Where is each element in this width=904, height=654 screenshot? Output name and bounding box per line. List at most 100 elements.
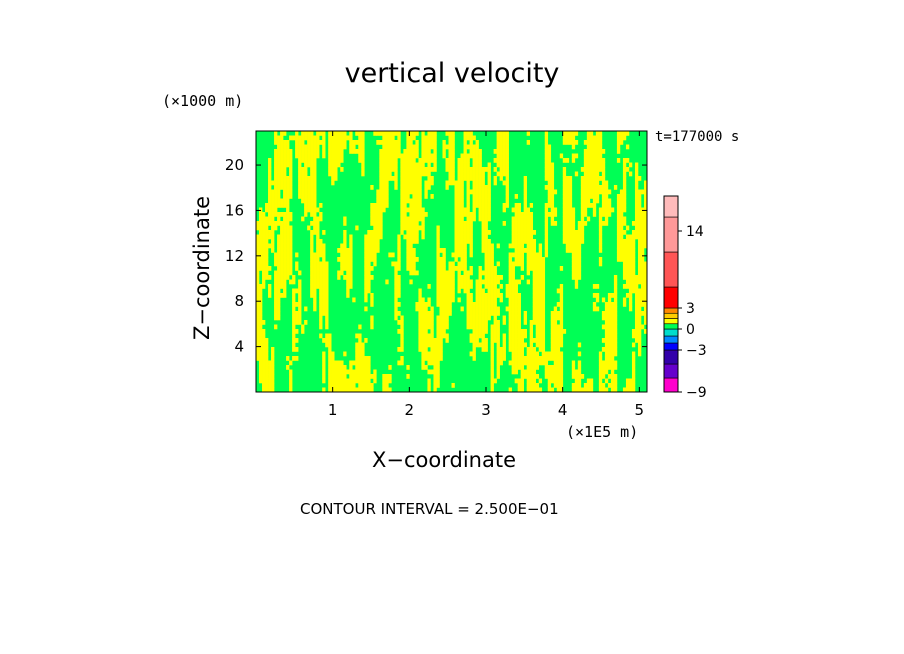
field-cell [592, 185, 597, 190]
field-cell [340, 131, 344, 136]
field-cell [277, 185, 281, 190]
field-cell [622, 297, 627, 303]
field-cell [493, 302, 497, 307]
field-cell [289, 180, 293, 186]
field-cell [544, 203, 549, 208]
field-cell [346, 261, 350, 267]
field-cell [478, 302, 482, 307]
field-cell [517, 257, 521, 262]
field-cell [280, 203, 284, 208]
field-cell [544, 176, 549, 181]
field-cell [319, 239, 323, 244]
field-cell [343, 135, 347, 141]
field-cell [520, 387, 524, 393]
field-cell [511, 261, 515, 267]
field-cell [598, 383, 603, 388]
field-cell [463, 171, 467, 177]
field-cell [466, 270, 470, 276]
field-cell [481, 288, 485, 294]
field-cell [412, 225, 416, 231]
field-cell [496, 162, 500, 168]
field-cell [640, 311, 645, 316]
field-cell [364, 248, 368, 253]
field-cell [601, 324, 606, 330]
field-cell [298, 194, 302, 199]
field-cell [595, 180, 600, 186]
field-cell [574, 257, 579, 262]
field-cell [469, 302, 473, 307]
field-cell [289, 243, 293, 249]
field-cell [484, 248, 488, 253]
field-cell [478, 171, 482, 177]
field-cell [532, 279, 537, 285]
field-cell [256, 257, 260, 262]
field-cell [469, 320, 473, 325]
field-cell [370, 320, 374, 325]
field-cell [466, 315, 470, 321]
field-cell [496, 320, 500, 325]
field-cell [643, 279, 648, 285]
field-cell [259, 356, 263, 361]
field-cell [568, 203, 573, 208]
field-cell [601, 171, 606, 177]
field-cell [394, 266, 398, 271]
field-cell [349, 257, 353, 262]
field-cell [484, 311, 488, 316]
field-cell [610, 338, 615, 343]
field-cell [583, 207, 588, 213]
field-cell [322, 257, 326, 262]
field-cell [409, 171, 413, 177]
field-cell [292, 302, 296, 307]
field-cell [517, 320, 521, 325]
field-cell [442, 293, 446, 298]
field-cell [601, 387, 606, 393]
field-cell [535, 360, 540, 366]
field-cell [418, 212, 422, 217]
field-cell [634, 333, 639, 339]
field-cell [295, 153, 299, 159]
field-cell [481, 180, 485, 186]
field-cell [622, 230, 627, 235]
field-cell [634, 171, 639, 177]
colorbar-band [663, 286, 679, 309]
field-cell [538, 275, 543, 280]
field-cell [520, 329, 524, 334]
field-cell [322, 311, 326, 316]
field-cell [556, 383, 561, 388]
field-cell [625, 239, 630, 244]
field-cell [448, 149, 452, 154]
field-cell [496, 356, 500, 361]
field-cell [469, 131, 473, 136]
field-cell [280, 180, 284, 186]
field-cell [406, 140, 410, 145]
field-cell [622, 387, 627, 393]
field-cell [601, 185, 606, 190]
field-cell [532, 230, 537, 235]
field-cell [472, 162, 476, 168]
field-cell [598, 131, 603, 136]
field-cell [451, 144, 455, 150]
field-cell [274, 279, 278, 285]
field-cell [607, 342, 612, 348]
field-cell [613, 306, 618, 312]
field-cell [280, 158, 284, 163]
field-cell [439, 311, 443, 316]
field-cell [541, 338, 546, 343]
field-cell [640, 212, 645, 217]
field-cell [313, 171, 317, 177]
field-cell [277, 284, 281, 289]
field-cell [364, 239, 368, 244]
field-cell [517, 243, 521, 249]
field-cell [550, 333, 555, 339]
field-cell [544, 207, 549, 213]
field-cell [460, 162, 464, 168]
field-cell [283, 144, 287, 150]
field-cell [424, 306, 428, 312]
field-cell [568, 194, 573, 199]
field-cell [547, 378, 552, 384]
field-cell [454, 243, 458, 249]
field-cell [409, 135, 413, 141]
field-cell [331, 140, 335, 145]
field-cell [532, 356, 537, 361]
field-cell [439, 284, 443, 289]
